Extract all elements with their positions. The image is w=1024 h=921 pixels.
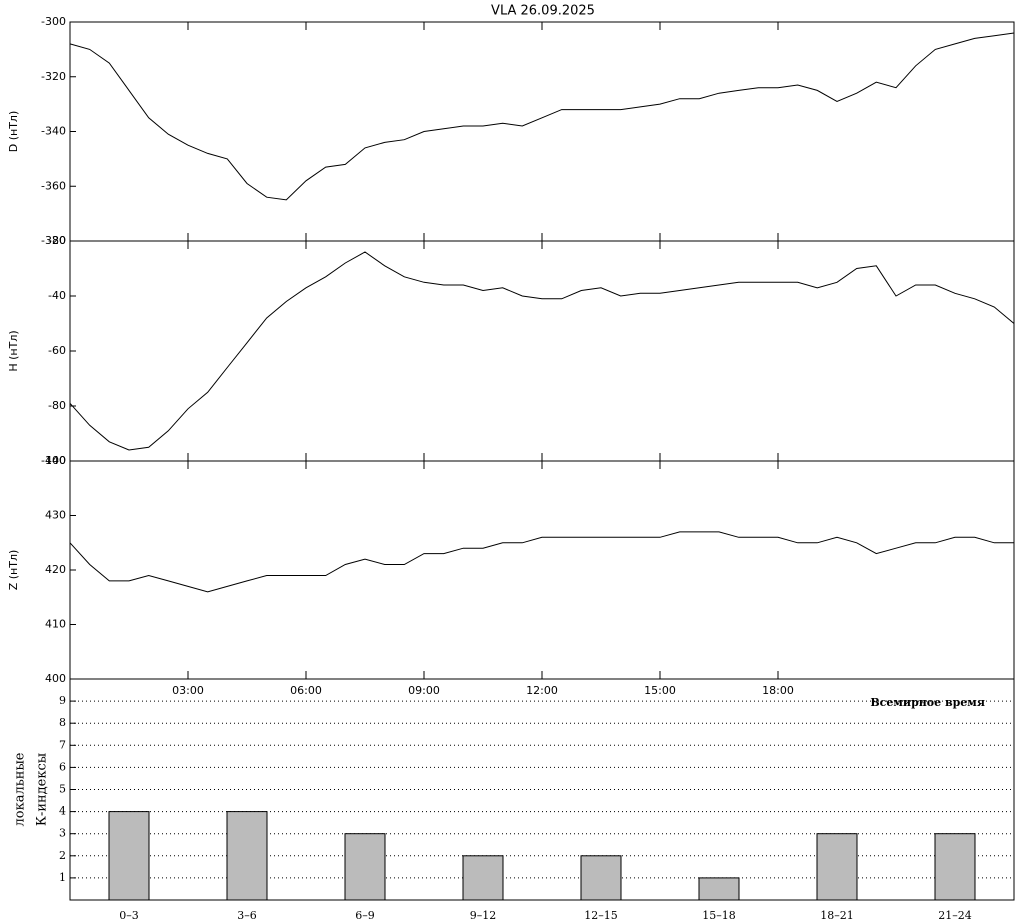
y-tick-label: 440 (45, 454, 66, 467)
y-tick-label: 9 (59, 694, 66, 707)
chart-title: VLA 26.09.2025 (491, 4, 595, 19)
y-axis-label: D (нТл) (7, 111, 20, 153)
y-tick-label: 400 (45, 672, 66, 685)
y-tick-label: 410 (45, 618, 66, 631)
bar (462, 855, 504, 901)
y-tick-label: -300 (41, 15, 66, 28)
y-tick-label: 6 (59, 760, 66, 773)
y-tick-label: -20 (48, 234, 66, 247)
bar (580, 855, 622, 901)
y-tick-label: -100 (41, 454, 66, 467)
data-line (69, 531, 1014, 593)
y-tick-label: -340 (41, 125, 66, 138)
y-tick-label: -80 (48, 399, 66, 412)
y-tick-label: 3 (59, 827, 66, 840)
x-tick-label: 18–21 (820, 909, 854, 921)
bar (698, 877, 740, 901)
y-tick-label: 7 (59, 738, 66, 751)
y-tick-label: -60 (48, 344, 66, 357)
x-tick-label: 06:00 (290, 684, 322, 697)
plot-frame (69, 460, 1015, 680)
x-tick-label: 15–18 (702, 909, 736, 921)
y-tick-label: 430 (45, 509, 66, 522)
x-tick-label: 9–12 (470, 909, 497, 921)
y-tick-label: -40 (48, 289, 66, 302)
bar (226, 811, 268, 901)
plot-frame (69, 240, 1015, 462)
data-line (69, 251, 1015, 451)
x-tick-label: 12–15 (584, 909, 618, 921)
y-tick-label: 1 (59, 871, 66, 884)
bar (108, 811, 150, 901)
y-tick-label: 2 (59, 849, 66, 862)
y-tick-label: 8 (59, 716, 66, 729)
y-axis-label: локальные (13, 752, 28, 826)
x-tick-label: 09:00 (408, 684, 440, 697)
y-tick-label: -320 (41, 70, 66, 83)
y-axis-label: H (нТл) (7, 330, 20, 371)
x-tick-label: 03:00 (172, 684, 204, 697)
y-tick-label: -360 (41, 179, 66, 192)
x-tick-label: 12:00 (526, 684, 558, 697)
y-tick-label: 5 (59, 783, 66, 796)
x-tick-label: 15:00 (644, 684, 676, 697)
x-tick-label: 6–9 (355, 909, 375, 921)
x-tick-label: 3–6 (237, 909, 257, 921)
bar (934, 833, 976, 901)
data-line (69, 32, 1015, 201)
y-tick-label: 420 (45, 563, 66, 576)
y-tick-label: -380 (41, 234, 66, 247)
y-axis-label: Z (нТл) (7, 550, 20, 591)
x-tick-label: 21–24 (938, 909, 972, 921)
x-tick-label: 0–3 (119, 909, 139, 921)
y-tick-label: 4 (59, 805, 66, 818)
y-axis-label: К-индексы (35, 753, 50, 826)
plot-frame (69, 21, 1015, 242)
x-axis-label: Всемирное время (870, 696, 985, 709)
x-tick-label: 18:00 (762, 684, 794, 697)
bar (816, 833, 858, 901)
bar (344, 833, 386, 901)
